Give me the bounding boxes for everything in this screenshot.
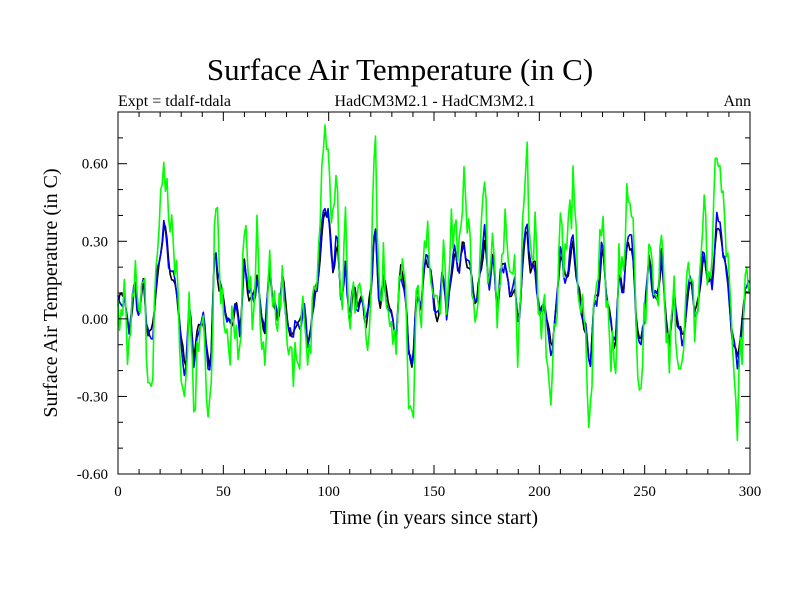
y-tick-label: 0.60 <box>82 157 108 173</box>
axis-ticks: 0 50 100 150 200 250 300 -0.60 -0.30 0.00 0.30 0.60 <box>77 111 762 500</box>
series-layer <box>117 124 751 442</box>
y-tick-label: 0.00 <box>82 312 108 328</box>
experiment-label: Expt = tdalf-tdala <box>118 93 231 110</box>
y-tick-label: 0.30 <box>82 234 108 250</box>
y-tick-label: -0.60 <box>77 467 108 483</box>
season-label: Ann <box>723 93 751 110</box>
x-tick-label: 200 <box>528 484 551 500</box>
x-tick-label: 300 <box>739 484 762 500</box>
y-tick-label: -0.30 <box>77 389 108 405</box>
x-tick-label: 250 <box>633 484 656 500</box>
x-axis-title: Time (in years since start) <box>330 507 538 529</box>
x-tick-label: 150 <box>423 484 446 500</box>
y-axis-title: Surface Air Temperature (in C) <box>40 168 62 417</box>
model-label: HadCM3M2.1 - HadCM3M2.1 <box>334 93 536 110</box>
x-tick-label: 0 <box>114 484 122 500</box>
chart-title: Surface Air Temperature (in C) <box>206 52 594 87</box>
x-tick-label: 100 <box>317 484 340 500</box>
x-tick-label: 50 <box>216 484 231 500</box>
series-line-green <box>117 124 751 442</box>
